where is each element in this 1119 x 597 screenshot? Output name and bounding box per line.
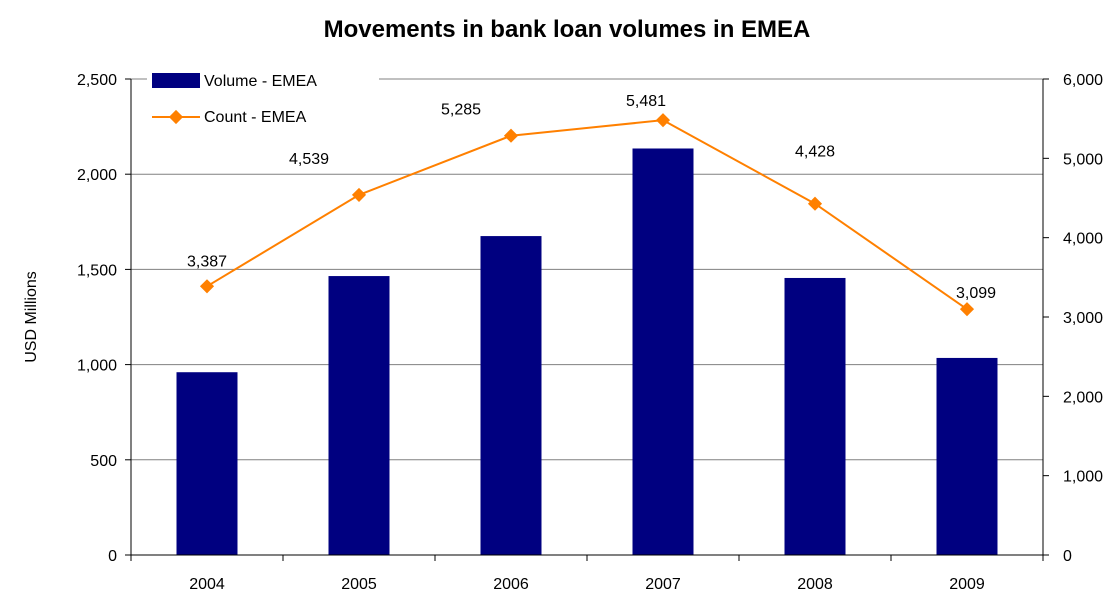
- bar-series: [176, 148, 998, 555]
- count-line: [206, 119, 968, 310]
- bar-2004: [176, 372, 238, 555]
- count-marker-2008: [807, 196, 823, 211]
- y-tick-label: 1,000: [77, 358, 117, 375]
- count-marker-2006: [503, 128, 519, 143]
- count-data-label: 5,481: [626, 93, 666, 110]
- y-tick-label: 2,000: [77, 167, 117, 184]
- x-tick-label: 2004: [189, 576, 225, 593]
- count-data-label: 5,285: [441, 102, 481, 119]
- bar-2006: [480, 236, 542, 555]
- count-data-label: 4,539: [289, 151, 329, 168]
- x-tick-label: 2007: [645, 576, 681, 593]
- y-tick-label: 1,500: [77, 262, 117, 279]
- x-tick-label: 2005: [341, 576, 377, 593]
- y-tick-label: 500: [90, 453, 117, 470]
- gridlines: [131, 78, 1043, 461]
- y2-tick-label: 5,000: [1063, 151, 1103, 168]
- legend-label-volume: Volume - EMEA: [204, 73, 317, 90]
- legend-label-count: Count - EMEA: [204, 109, 307, 126]
- count-marker-2007: [655, 113, 671, 128]
- bar-2008: [784, 277, 846, 555]
- bar-2007: [632, 148, 694, 555]
- y2-tick-label: 4,000: [1063, 231, 1103, 248]
- bar-2005: [328, 276, 390, 555]
- count-marker-2005: [351, 187, 367, 202]
- line-series: [199, 113, 975, 317]
- x-tick-label: 2006: [493, 576, 529, 593]
- y-tick-label: 0: [108, 548, 117, 565]
- y2-tick-label: 0: [1063, 548, 1072, 565]
- count-marker-2004: [199, 279, 215, 294]
- count-data-label: 3,099: [956, 285, 996, 302]
- axes: 0 500 1,000 1,500 2,000 2,500 0 1,000 2,000 3,000…: [77, 72, 1103, 593]
- y2-tick-label: 3,000: [1063, 310, 1103, 327]
- y-tick-label: 2,500: [77, 72, 117, 89]
- y2-tick-label: 1,000: [1063, 469, 1103, 486]
- count-marker-2009: [959, 302, 975, 317]
- x-tick-label: 2009: [949, 576, 985, 593]
- data-labels: 3,387 4,539 5,285 5,481 4,428 3,099: [187, 93, 996, 302]
- legend: Volume - EMEA Count - EMEA: [147, 68, 379, 128]
- y2-tick-label: 2,000: [1063, 389, 1103, 406]
- x-tick-label: 2008: [797, 576, 833, 593]
- y2-tick-label: 6,000: [1063, 72, 1103, 89]
- y-axis-title: USD Millions: [23, 271, 40, 363]
- chart-title: Movements in bank loan volumes in EMEA: [324, 16, 811, 43]
- count-data-label: 4,428: [795, 144, 835, 161]
- count-data-label: 3,387: [187, 253, 227, 270]
- legend-swatch-volume: [152, 73, 200, 88]
- bar-2009: [936, 357, 998, 555]
